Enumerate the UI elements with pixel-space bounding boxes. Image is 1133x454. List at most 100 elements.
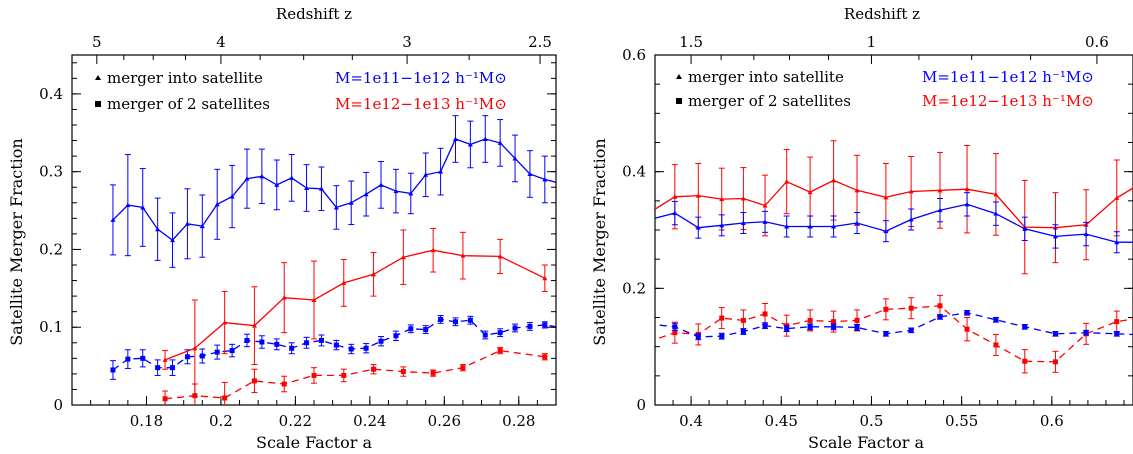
right-series-0-point: [719, 196, 725, 202]
left-series-2-point: [281, 295, 287, 300]
right-series-3-point: [784, 326, 790, 332]
right-series-3-point: [1052, 331, 1058, 337]
left-series-1-point: [274, 341, 280, 347]
right-series-3-point: [1022, 324, 1028, 330]
right-xtick-label-4: 0.6: [1040, 412, 1064, 430]
right-series-0-point: [831, 177, 837, 183]
right-legend: merger into satellite merger of 2 satelli…: [676, 68, 1094, 110]
right-series-3-point: [740, 329, 746, 334]
left-series-1-point: [497, 330, 503, 336]
left-series-2-point: [497, 253, 503, 259]
left-series-0-point: [199, 223, 205, 229]
right-series-1-point: [645, 218, 650, 223]
left-series-2-point: [542, 275, 548, 281]
legend-square-icon: [95, 101, 101, 107]
left-series-2-point: [251, 323, 257, 328]
right-series-1-point: [831, 224, 837, 229]
right-series-3-point: [645, 321, 650, 326]
right-series-2-point: [964, 326, 970, 332]
left-series-3-line: [165, 349, 545, 400]
left-series-3: [162, 346, 548, 405]
left-series-3-point: [311, 372, 317, 378]
left-series-2-point: [341, 280, 347, 285]
left-series-2-point: [460, 253, 466, 258]
right-series-1-point: [672, 210, 678, 216]
left-series-1-point: [125, 356, 131, 362]
right-series-1-point: [1083, 231, 1089, 237]
left-ytick-label-2: 0.2: [39, 240, 63, 258]
right-data-layer: [645, 140, 1133, 374]
left-series-2: [162, 227, 548, 397]
left-series-1-point: [378, 338, 384, 344]
right-series-1-point: [807, 224, 813, 229]
right-series-2-point: [831, 319, 837, 325]
right-ytick-label-3: 0.6: [622, 46, 646, 64]
left-series-0-point: [467, 141, 473, 147]
right-series-1-point: [762, 219, 768, 224]
left-series-1-point: [199, 353, 205, 359]
left-series-1-point: [110, 367, 116, 373]
left-series-1-point: [363, 345, 369, 351]
left-legend-symbol-0: merger into satellite: [107, 69, 263, 87]
right-series-1-point: [964, 201, 970, 207]
left-series-2-point: [371, 271, 377, 277]
left-series-0-point: [125, 202, 131, 208]
left-series-1-point: [214, 349, 220, 355]
right-series-2-point: [762, 311, 768, 317]
right-series-2-line: [655, 305, 1133, 363]
right-series-1-point: [854, 220, 860, 225]
right-series-0-point: [1114, 195, 1120, 200]
right-xtick-label-1: 0.45: [765, 412, 798, 430]
right-series-3-point: [883, 331, 889, 337]
left-series-0-point: [423, 172, 429, 177]
right-series-0-point: [672, 194, 678, 199]
right-series-3-point: [1114, 331, 1120, 337]
left-series-0-point: [363, 191, 369, 197]
left-series-0-point: [170, 237, 176, 243]
left-series-1-point: [542, 322, 548, 328]
left-series-0-point: [140, 204, 146, 210]
right-legend-symbol-1: merger of 2 satellites: [688, 92, 851, 110]
left-series-0-point: [408, 190, 414, 196]
left-xtick-label-2: 0.22: [279, 412, 312, 430]
left-series-0-point: [482, 136, 488, 141]
left-series-3-point: [162, 396, 168, 402]
right-series-2-point: [1022, 358, 1028, 364]
left-series-0-point: [452, 136, 458, 141]
left-series-1-point: [318, 337, 324, 343]
right-series-3-point: [831, 324, 837, 330]
left-series-3-point: [542, 354, 548, 360]
left-series-1-point: [244, 337, 250, 343]
right-series-2-point: [1052, 359, 1058, 365]
right-top-tick-label-2: 0.6: [1085, 33, 1109, 51]
right-series-3-point: [854, 324, 860, 330]
left-legend: merger into satellite merger of 2 satelli…: [95, 69, 507, 113]
left-chart-panel: 0.18 0.2 0.22 0.24 0.26 0.28 0 0.1 0.2 0.3 0.4 5 4 3 2…: [7, 5, 562, 452]
right-series-1-point: [1114, 239, 1120, 245]
left-series-0: [109, 115, 562, 268]
right-series-1-point: [719, 222, 725, 228]
left-series-3-point: [192, 393, 198, 399]
right-series-0-point: [762, 203, 768, 208]
right-series-2-point: [883, 306, 889, 312]
right-top-tick-label-0: 1.5: [679, 33, 703, 51]
right-ytick-label-0: 0: [636, 396, 646, 414]
left-series-1-point: [512, 325, 518, 331]
right-series-0-point: [695, 193, 701, 198]
left-series-0-point: [274, 182, 280, 187]
left-series-2-point: [400, 254, 406, 260]
left-series-3-point: [341, 372, 347, 378]
left-series-1-point: [527, 323, 533, 329]
right-series-0-point: [784, 179, 790, 184]
right-series-0-point: [908, 189, 914, 194]
left-series-3-point: [497, 348, 503, 354]
left-series-0-point: [259, 173, 265, 179]
left-series-1-point: [557, 325, 562, 330]
right-series-2-point: [807, 317, 813, 323]
left-series-0-point: [557, 181, 562, 186]
right-series-0-point: [807, 189, 813, 195]
left-series-1-point: [438, 316, 444, 322]
left-ytick-label-4: 0.4: [39, 85, 63, 103]
right-legend-color-1: M=1e12−1e13 h⁻¹M⊙: [922, 92, 1094, 110]
left-series-1-point: [259, 339, 265, 345]
